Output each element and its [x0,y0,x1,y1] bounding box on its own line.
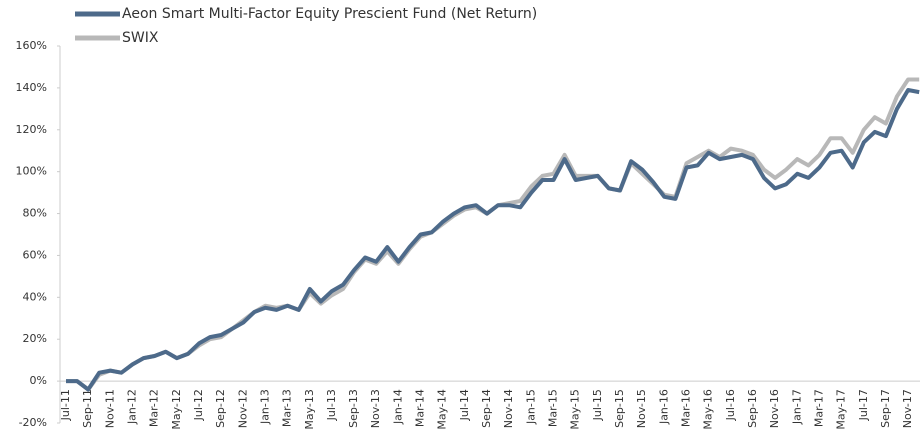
y-tick-label: 140% [16,81,47,94]
x-tick-label: Jul-12 [192,389,205,421]
x-tick-label: Sep-16 [746,389,759,428]
x-tick-label: Jan-14 [391,389,404,425]
y-tick-label: 80% [23,207,47,220]
x-tick-label: Nov-11 [103,389,116,428]
x-tick-label: Jul-13 [325,389,338,421]
y-tick-label: 0% [30,374,47,387]
x-tick-label: Mar-16 [679,389,692,427]
x-tick-label: Sep-17 [879,389,892,428]
x-tick-label: Jul-17 [857,389,870,421]
x-tick-label: Sep-12 [214,389,227,428]
legend-label: SWIX [122,30,159,46]
series-line [66,88,920,392]
x-tick-label: May-13 [303,389,316,430]
x-tick-label: May-12 [170,389,183,430]
legend-label: Aeon Smart Multi-Factor Equity Prescient… [122,6,537,22]
x-tick-label: Sep-15 [613,389,626,428]
x-tick-label: Sep-13 [347,389,360,428]
x-tick-label: Mar-15 [547,389,560,427]
x-tick-label: Jul-11 [59,389,72,421]
y-tick-label: 60% [23,248,47,261]
y-tick-label: 120% [16,123,47,136]
x-tick-label: Sep-14 [480,389,493,428]
y-tick-label: -20% [19,416,47,429]
x-tick-label: Mar-13 [281,389,294,427]
x-tick-label: Mar-17 [812,389,825,427]
x-tick-label: Jan-13 [258,389,271,425]
y-tick-label: 20% [23,332,47,345]
x-tick-label: Nov-15 [635,389,648,428]
x-tick-label: Nov-12 [236,389,249,428]
x-tick-label: May-17 [835,389,848,430]
x-tick-label: Jul-16 [724,389,737,421]
x-tick-label: Nov-13 [369,389,382,428]
x-tick-label: Jan-16 [657,389,670,425]
x-tick-label: Nov-16 [768,389,781,428]
x-tick-label: Mar-12 [148,389,161,427]
x-tick-label: Sep-11 [81,389,94,428]
y-tick-label: 100% [16,165,47,178]
x-tick-label: Jan-12 [125,389,138,425]
series-line [66,77,920,392]
x-tick-label: May-14 [436,389,449,430]
x-tick-label: Mar-14 [414,389,427,427]
x-tick-label: May-15 [569,389,582,430]
y-tick-label: 40% [23,290,47,303]
x-tick-label: Jan-17 [790,389,803,425]
x-tick-label: May-16 [702,389,715,430]
x-tick-label: Jul-14 [458,389,471,421]
y-tick-label: 160% [16,39,47,52]
x-tick-label: Nov-14 [502,389,515,428]
x-tick-label: Nov-17 [901,389,914,428]
x-tick-label: Jan-15 [524,389,537,425]
x-tick-label: Jul-15 [591,389,604,421]
